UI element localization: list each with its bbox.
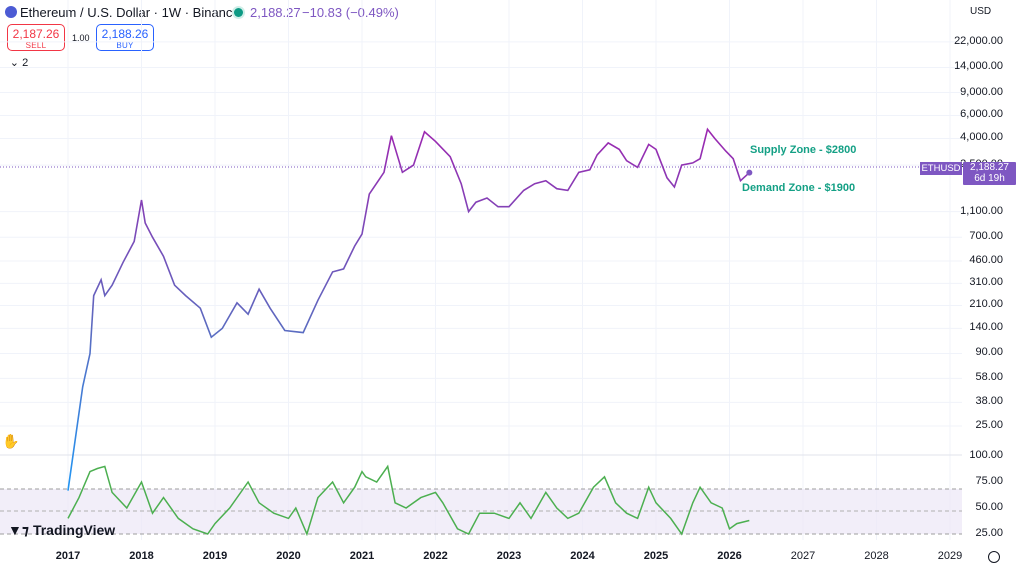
rsi-series-line xyxy=(67,464,750,537)
spread-value: 1.00 xyxy=(72,33,90,43)
buy-price: 2,188.26 xyxy=(101,27,149,41)
price-badge-price: 2,188.27 xyxy=(970,162,1009,173)
price-tick-label: 310.00 xyxy=(969,276,1003,289)
chevron-down-icon: ⌄ xyxy=(9,57,20,69)
symbol-title[interactable]: Ethereum / U.S. Dollar · 1W · Binance xyxy=(20,5,240,20)
sell-label: SELL xyxy=(25,41,47,50)
demand-zone-annotation[interactable]: Demand Zone - $1900 xyxy=(742,182,856,194)
eth-icon xyxy=(5,6,17,18)
rsi-tick-label: 100.00 xyxy=(969,449,1003,461)
sell-button[interactable]: 2,187.26 SELL xyxy=(7,24,65,51)
indicators-count: 2 xyxy=(22,57,29,69)
price-tick-label: 22,000.00 xyxy=(954,34,1003,47)
price-tick-label: 4,000.00 xyxy=(960,131,1003,144)
price-change: −10.83 (−0.49%) xyxy=(302,5,399,20)
price-tick-label: 1,100.00 xyxy=(960,204,1003,217)
price-tick-label: 25.00 xyxy=(975,419,1003,432)
rsi-tick-label: 75.00 xyxy=(975,475,1003,487)
tradingview-logo-icon: ▼⁊ xyxy=(8,522,30,538)
supply-zone-annotation[interactable]: Supply Zone - $2800 xyxy=(750,144,857,156)
buy-label: BUY xyxy=(116,41,134,50)
price-tick-label: 6,000.00 xyxy=(960,108,1003,121)
tradingview-logo-text: TradingView xyxy=(32,522,116,538)
symbol-label: ETHUSD xyxy=(920,162,962,175)
price-tick-label: 460.00 xyxy=(969,254,1003,267)
settings-icon[interactable] xyxy=(988,551,1000,563)
cursor-tool-icon[interactable]: ✋ xyxy=(2,433,20,449)
buy-button[interactable]: 2,188.26 BUY xyxy=(96,24,154,51)
price-tick-label: 210.00 xyxy=(969,298,1003,311)
price-tick-label: 38.00 xyxy=(975,395,1003,408)
chart-grid xyxy=(0,0,962,540)
rsi-tick-label: 25.00 xyxy=(975,527,1003,539)
price-tick-label: 700.00 xyxy=(969,230,1003,243)
currency-selector[interactable]: USD xyxy=(970,6,992,17)
last-price-dot xyxy=(746,169,753,176)
last-price: 2,188.27 xyxy=(250,5,301,20)
rsi-band xyxy=(0,489,962,534)
price-tick-label: 9,000.00 xyxy=(960,85,1003,98)
price-badge-countdown: 6d 19h xyxy=(974,173,1005,184)
tradingview-logo[interactable]: ▼⁊ TradingView xyxy=(8,522,115,539)
price-tick-label: 140.00 xyxy=(969,321,1003,334)
market-status-dot-icon xyxy=(234,8,243,17)
price-tick-label: 58.00 xyxy=(975,371,1003,384)
price-series-line xyxy=(67,127,750,491)
price-badge: 2,188.27 6d 19h xyxy=(963,162,1016,185)
rsi-tick-label: 50.00 xyxy=(975,501,1003,513)
indicators-toggle[interactable]: ⌄ 2 xyxy=(6,56,32,71)
price-tick-label: 14,000.00 xyxy=(954,60,1003,73)
price-axis[interactable]: 22,000.00 14,000.00 9,000.00 6,000.00 4,000.… xyxy=(950,0,1003,539)
price-tick-label: 90.00 xyxy=(975,346,1003,359)
sell-price: 2,187.26 xyxy=(12,27,60,41)
